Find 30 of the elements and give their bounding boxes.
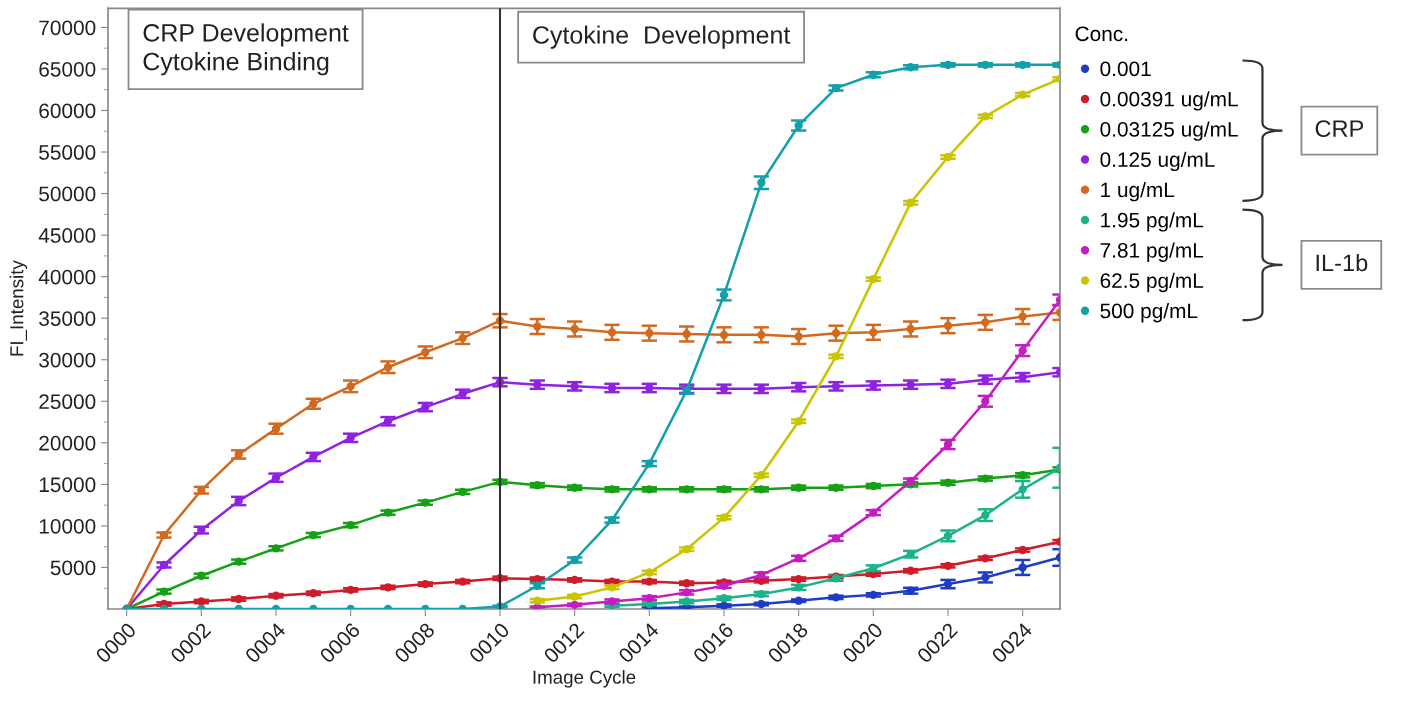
y-tick-label: 10000 bbox=[39, 518, 96, 534]
y-tick-label: 35000 bbox=[39, 311, 96, 326]
legend-label: 1.95 pg/mL bbox=[1101, 212, 1204, 232]
legend-label: 7.81 pg/mL bbox=[1100, 242, 1204, 262]
legend-label: 1 ug/mL bbox=[1101, 181, 1175, 202]
x-axis-title: Image Cycle bbox=[533, 670, 636, 688]
text: CRP bbox=[1315, 120, 1364, 138]
y-tick-label: 60000 bbox=[39, 103, 96, 119]
text: IL-1b bbox=[1316, 253, 1368, 272]
y-tick-label: 50000 bbox=[39, 186, 96, 202]
y-tick-label: 70000 bbox=[39, 20, 96, 36]
legend-label: 0.001 bbox=[1100, 61, 1151, 77]
y-tick-label: 55000 bbox=[39, 145, 96, 160]
y-tick-label: 65000 bbox=[39, 61, 96, 77]
legend-label: 62.5 pg/mL bbox=[1100, 272, 1204, 293]
y-tick-label: 40000 bbox=[38, 269, 96, 285]
y-axis-title: FI_Intensity bbox=[9, 260, 28, 356]
y-tick-label: 30000 bbox=[39, 352, 96, 368]
legend-label: 0.00391 ug/mL bbox=[1100, 91, 1238, 111]
y-tick-label: 5000 bbox=[50, 560, 96, 576]
annotation: CRP Development Cytokine Binding bbox=[143, 23, 349, 76]
y-tick-label: 15000 bbox=[39, 477, 96, 493]
legend-title: Conc. bbox=[1075, 26, 1128, 42]
annotation: Cytokine Development bbox=[533, 25, 791, 49]
y-tick-label: 20000 bbox=[39, 435, 96, 451]
y-tick-label: 45000 bbox=[38, 228, 96, 243]
legend-label: 0.125 ug/mL bbox=[1100, 151, 1215, 172]
y-tick-label: 25000 bbox=[39, 394, 96, 410]
legend-label: 0.03125 ug/mL bbox=[1100, 121, 1238, 141]
legend-label: 500 pg/mL bbox=[1100, 302, 1198, 323]
